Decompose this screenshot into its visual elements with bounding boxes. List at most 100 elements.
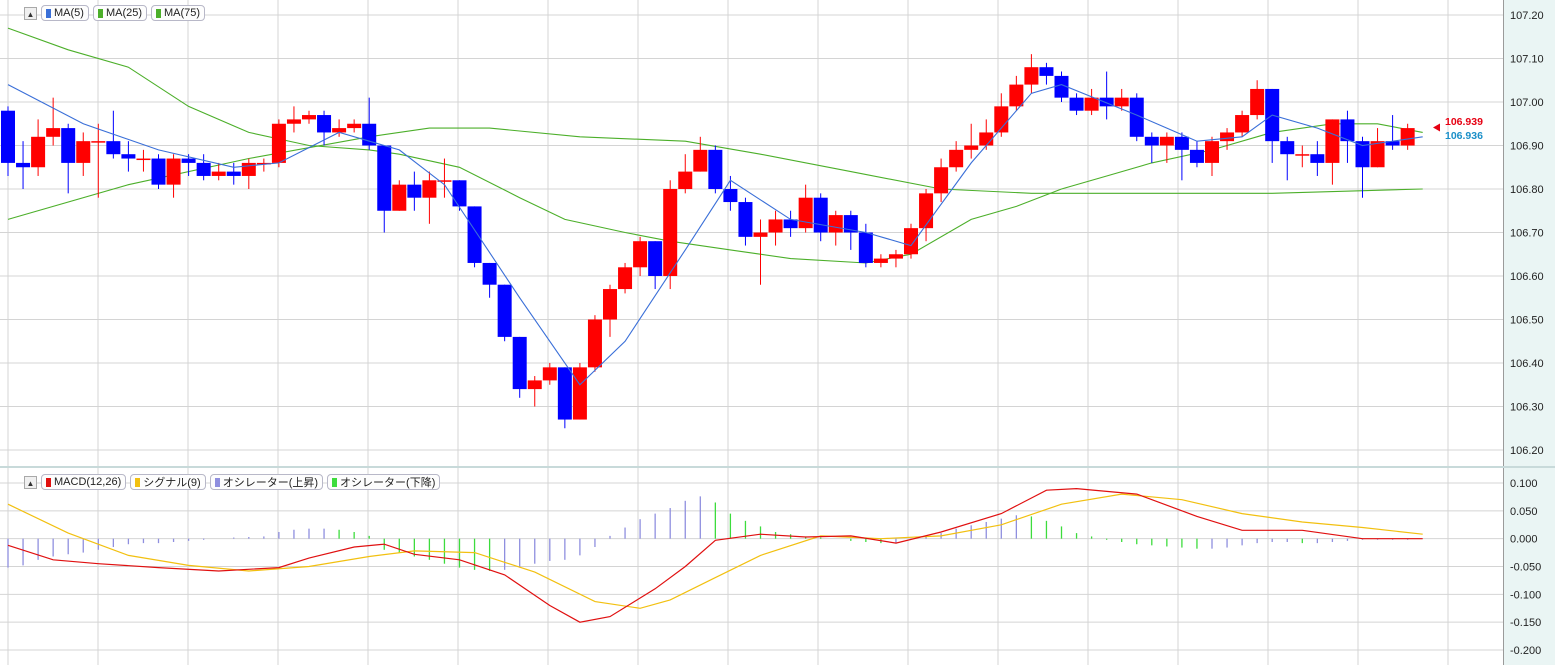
candle-body-down [1099,97,1114,107]
candle-body-up [678,171,693,189]
y-tick-label: 0.000 [1510,534,1538,546]
macd-panel [7,487,1423,623]
candle-body-up [1295,154,1310,156]
candle-body-down [467,206,482,263]
candle-body-up [633,241,648,268]
candle-body-up [1235,115,1250,133]
candle-body-up [798,197,813,229]
candle-body-up [663,189,678,276]
legend-swatch [332,477,338,487]
candle-body-up [994,106,1009,133]
grid-lines [0,0,1503,665]
candle-body-down [1054,75,1069,98]
y-tick-label: 106.70 [1510,228,1544,240]
candle-body-up [1205,141,1219,163]
candle-body-up [211,171,226,176]
candle-body-up [1250,88,1265,116]
candle-body-down [1310,154,1325,163]
main-legend: ▲ MA(5) MA(25) MA(75) [24,5,206,21]
candle-body-down [106,141,121,155]
y-tick-label: 0.100 [1510,478,1538,490]
candle-body-down [151,158,166,185]
candle-body-down [196,162,211,176]
sub-legend: ▲ MACD(12,26) シグナル(9) オシレーター(上昇) オシレーター(… [24,474,441,490]
y-tick-label: -0.100 [1510,589,1541,601]
candle-body-down [16,162,31,168]
candle-body-up [542,367,557,381]
legend-label: MACD(12,26) [54,476,122,488]
candle-body-up [949,149,964,168]
candle-body-down [1355,141,1370,168]
candle-body-down [648,241,663,276]
legend-swatch [97,8,103,18]
candle-body-up [136,158,151,161]
legend-label: シグナル(9) [143,477,201,489]
candle-body-down [497,284,512,337]
candle-body-down [843,215,858,233]
collapse-toggle-icon[interactable]: ▲ [24,6,37,20]
legend-signal[interactable]: シグナル(9) [130,474,206,490]
y-tick-label: 107.00 [1510,97,1544,109]
candle-body-down [181,158,196,163]
candle-body-up [587,319,602,368]
collapse-toggle-icon[interactable]: ▲ [24,475,37,489]
legend-swatch [46,8,51,18]
y-tick-label: 106.80 [1510,184,1544,196]
legend-swatch [156,8,162,18]
candle-body-up [1159,136,1174,146]
legend-macd[interactable]: MACD(12,26) [41,474,127,490]
y-tick-label: -0.200 [1510,645,1541,657]
candle-body-down [377,145,392,211]
legend-ma25[interactable]: MA(25) [92,5,148,21]
candle-body-up [753,232,768,237]
candle-body-up [768,219,783,233]
candle-body-down [1280,141,1295,155]
candle-body-up [873,258,888,263]
legend-ma75[interactable]: MA(75) [151,5,206,21]
y-tick-label: 107.10 [1510,54,1544,66]
legend-swatch [135,477,141,487]
candle-body-down [317,115,332,133]
legend-oscillator-up[interactable]: オシレーター(上昇) [209,474,324,490]
candle-body-up [1325,119,1340,163]
candle-body-down [1,110,15,163]
candle-body-down [1189,149,1204,163]
candle-body-up [572,367,587,420]
legend-ma5[interactable]: MA(5) [41,5,89,21]
candle-body-up [1084,97,1099,111]
candle-body-up [256,162,271,165]
legend-oscillator-down[interactable]: オシレーター(下降) [327,474,441,490]
candle-body-down [226,171,241,176]
y-tick-label: -0.050 [1510,562,1541,574]
price-labels: 106.939 106.936 [1433,116,1483,142]
panel-divider [0,466,1555,468]
ma5-line [7,84,1423,386]
candle-body-up [527,380,542,390]
legend-label: MA(5) [54,7,84,19]
candle-body-down [512,336,527,390]
candle-body-down [61,128,76,163]
candle-body-down [738,202,753,237]
candle-body-down [1069,97,1084,111]
y-tick-label: 106.40 [1510,358,1544,370]
legend-label: オシレーター(上昇) [222,477,319,489]
candle-body-down [121,154,136,159]
legend-swatch [214,477,220,487]
candle-body-up [347,123,362,129]
candle-body-up [392,184,407,211]
y-tick-label: 106.60 [1510,271,1544,283]
macd-line [7,487,1423,623]
candle-body-up [302,115,316,120]
candle-body-up [603,289,617,320]
candle-body-up [888,254,903,259]
signal-line [7,493,1423,609]
candle-body-up [1370,141,1385,168]
candle-body-down [813,197,828,233]
candle-body-down [1385,141,1400,146]
macd-axis-panel [1503,468,1555,665]
candle-body-up [919,193,934,229]
y-tick-label: 106.90 [1510,141,1544,153]
candle-body-down [407,184,422,198]
